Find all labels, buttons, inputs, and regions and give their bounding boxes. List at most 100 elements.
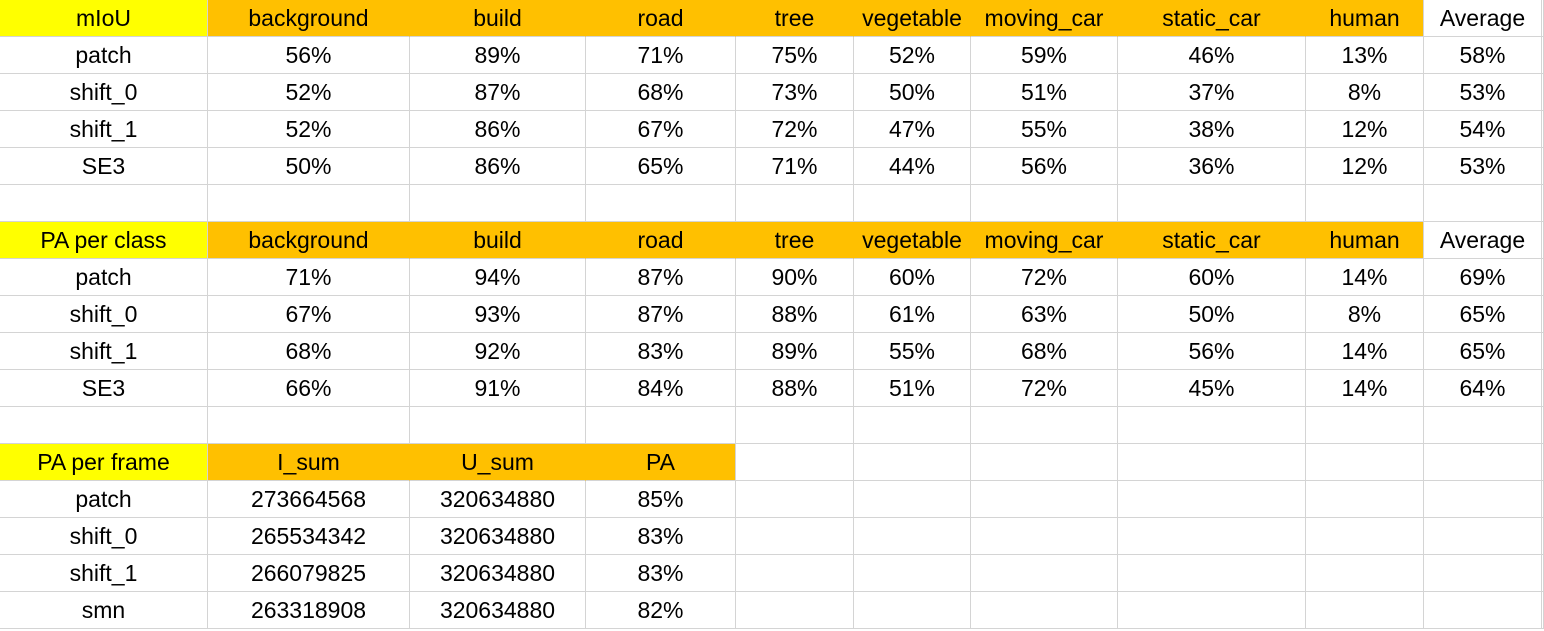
empty-cell[interactable] xyxy=(1118,185,1306,222)
table-cell[interactable]: 273664568 xyxy=(208,481,410,518)
row-label-cell[interactable]: shift_1 xyxy=(0,333,208,370)
empty-cell[interactable] xyxy=(1424,185,1542,222)
table-header-cell[interactable]: vegetable xyxy=(854,222,971,259)
empty-cell[interactable] xyxy=(854,518,971,555)
table-cell[interactable]: 91% xyxy=(410,370,586,407)
table-header-cell[interactable]: vegetable xyxy=(854,0,971,37)
table-cell[interactable]: 60% xyxy=(854,259,971,296)
table-cell[interactable]: 85% xyxy=(586,481,736,518)
table-cell[interactable]: 55% xyxy=(971,111,1118,148)
empty-cell[interactable] xyxy=(586,407,736,444)
table-cell[interactable]: 8% xyxy=(1306,296,1424,333)
table-cell[interactable]: 266079825 xyxy=(208,555,410,592)
table-cell[interactable]: 88% xyxy=(736,296,854,333)
table-cell[interactable]: 83% xyxy=(586,555,736,592)
empty-cell[interactable] xyxy=(971,555,1118,592)
empty-cell[interactable] xyxy=(1424,518,1542,555)
empty-cell[interactable] xyxy=(854,407,971,444)
table-cell[interactable]: 38% xyxy=(1118,111,1306,148)
empty-cell[interactable] xyxy=(854,555,971,592)
table-cell[interactable]: 54% xyxy=(1424,111,1542,148)
empty-cell[interactable] xyxy=(1424,555,1542,592)
empty-cell[interactable] xyxy=(1118,444,1306,481)
table-cell[interactable]: 320634880 xyxy=(410,592,586,629)
table-cell[interactable]: 69% xyxy=(1424,259,1542,296)
table-cell[interactable]: 52% xyxy=(208,74,410,111)
table-cell[interactable]: 87% xyxy=(410,74,586,111)
table-cell[interactable]: 36% xyxy=(1118,148,1306,185)
table-cell[interactable]: 14% xyxy=(1306,333,1424,370)
row-label-cell[interactable]: smn xyxy=(0,592,208,629)
table-cell[interactable]: 50% xyxy=(1118,296,1306,333)
table-header-cell[interactable]: PA xyxy=(586,444,736,481)
table-cell[interactable]: 71% xyxy=(586,37,736,74)
table-header-cell[interactable]: PA per frame xyxy=(0,444,208,481)
table-cell[interactable]: 72% xyxy=(971,259,1118,296)
empty-cell[interactable] xyxy=(1424,444,1542,481)
table-header-cell[interactable]: build xyxy=(410,0,586,37)
table-cell[interactable]: 86% xyxy=(410,111,586,148)
table-cell[interactable]: 56% xyxy=(1118,333,1306,370)
row-label-cell[interactable]: shift_0 xyxy=(0,74,208,111)
table-cell[interactable]: 53% xyxy=(1424,74,1542,111)
empty-cell[interactable] xyxy=(1306,185,1424,222)
empty-cell[interactable] xyxy=(854,185,971,222)
table-cell[interactable]: 320634880 xyxy=(410,518,586,555)
table-cell[interactable]: 89% xyxy=(736,333,854,370)
row-label-cell[interactable]: patch xyxy=(0,481,208,518)
table-cell[interactable]: 14% xyxy=(1306,370,1424,407)
empty-cell[interactable] xyxy=(1306,407,1424,444)
table-cell[interactable]: 83% xyxy=(586,333,736,370)
empty-cell[interactable] xyxy=(736,444,854,481)
row-label-cell[interactable]: shift_1 xyxy=(0,111,208,148)
empty-cell[interactable] xyxy=(410,407,586,444)
table-cell[interactable]: 320634880 xyxy=(410,481,586,518)
table-cell[interactable]: 72% xyxy=(971,370,1118,407)
empty-cell[interactable] xyxy=(971,185,1118,222)
table-cell[interactable]: 65% xyxy=(1424,333,1542,370)
table-cell[interactable]: 67% xyxy=(208,296,410,333)
table-cell[interactable]: 60% xyxy=(1118,259,1306,296)
table-cell[interactable]: 51% xyxy=(854,370,971,407)
row-label-cell[interactable]: SE3 xyxy=(0,370,208,407)
table-header-cell[interactable]: human xyxy=(1306,0,1424,37)
table-cell[interactable]: 75% xyxy=(736,37,854,74)
table-cell[interactable]: 65% xyxy=(1424,296,1542,333)
empty-cell[interactable] xyxy=(971,592,1118,629)
table-cell[interactable]: 93% xyxy=(410,296,586,333)
table-header-cell[interactable]: background xyxy=(208,222,410,259)
table-header-cell[interactable]: U_sum xyxy=(410,444,586,481)
empty-cell[interactable] xyxy=(971,518,1118,555)
table-cell[interactable]: 63% xyxy=(971,296,1118,333)
table-header-cell[interactable]: I_sum xyxy=(208,444,410,481)
empty-cell[interactable] xyxy=(1306,444,1424,481)
empty-cell[interactable] xyxy=(971,481,1118,518)
table-header-cell[interactable]: static_car xyxy=(1118,222,1306,259)
table-cell[interactable]: 94% xyxy=(410,259,586,296)
table-cell[interactable]: 84% xyxy=(586,370,736,407)
table-cell[interactable]: 12% xyxy=(1306,148,1424,185)
table-cell[interactable]: 68% xyxy=(971,333,1118,370)
empty-cell[interactable] xyxy=(854,592,971,629)
table-header-cell[interactable]: tree xyxy=(736,222,854,259)
empty-cell[interactable] xyxy=(1118,555,1306,592)
table-header-cell[interactable]: road xyxy=(586,0,736,37)
empty-cell[interactable] xyxy=(736,518,854,555)
table-cell[interactable]: 52% xyxy=(854,37,971,74)
table-header-cell[interactable]: static_car xyxy=(1118,0,1306,37)
table-header-cell[interactable]: road xyxy=(586,222,736,259)
row-label-cell[interactable]: SE3 xyxy=(0,148,208,185)
empty-cell[interactable] xyxy=(410,185,586,222)
table-cell[interactable]: 82% xyxy=(586,592,736,629)
table-cell[interactable]: 50% xyxy=(854,74,971,111)
row-label-cell[interactable]: patch xyxy=(0,259,208,296)
table-cell[interactable]: 92% xyxy=(410,333,586,370)
table-header-cell[interactable]: Average xyxy=(1424,0,1542,37)
empty-cell[interactable] xyxy=(1424,592,1542,629)
table-header-cell[interactable]: background xyxy=(208,0,410,37)
table-cell[interactable]: 72% xyxy=(736,111,854,148)
empty-cell[interactable] xyxy=(854,444,971,481)
empty-cell[interactable] xyxy=(1118,407,1306,444)
table-cell[interactable]: 52% xyxy=(208,111,410,148)
empty-cell[interactable] xyxy=(736,592,854,629)
